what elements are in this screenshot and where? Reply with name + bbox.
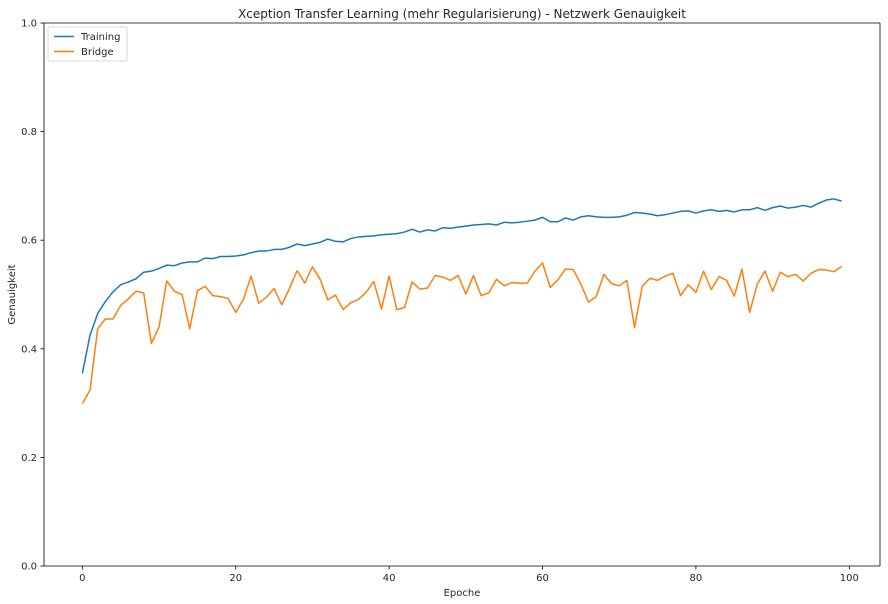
x-tick-label: 100 [840, 573, 859, 584]
legend: Training Bridge [47, 26, 128, 62]
x-tick-label: 0 [79, 573, 85, 584]
y-axis-ticks: 0.0 0.2 0.4 0.6 0.8 1.0 [21, 19, 44, 573]
plot-area [44, 23, 880, 566]
y-tick-label: 0.8 [21, 127, 37, 138]
chart-title: Xception Transfer Learning (mehr Regular… [238, 7, 686, 21]
legend-label-training: Training [80, 32, 120, 43]
x-axis-ticks: 0 20 40 60 80 100 [79, 566, 859, 584]
legend-frame [47, 26, 128, 62]
x-tick-label: 80 [690, 573, 703, 584]
y-tick-label: 0.4 [21, 344, 37, 355]
y-tick-label: 0.0 [21, 562, 37, 573]
axes-frame [43, 22, 881, 567]
x-tick-label: 40 [383, 573, 396, 584]
y-axis-title: Genauigkeit [7, 264, 18, 324]
series-layer [81, 198, 843, 405]
legend-label-bridge: Bridge [81, 47, 114, 58]
y-tick-label: 1.0 [21, 19, 37, 30]
y-tick-label: 0.6 [21, 236, 37, 247]
series-line-training [81, 198, 842, 374]
y-tick-label: 0.2 [21, 453, 37, 464]
series-line-bridge [81, 262, 843, 405]
x-axis-title: Epoche [444, 588, 481, 599]
x-tick-label: 60 [536, 573, 549, 584]
x-tick-label: 20 [229, 573, 242, 584]
